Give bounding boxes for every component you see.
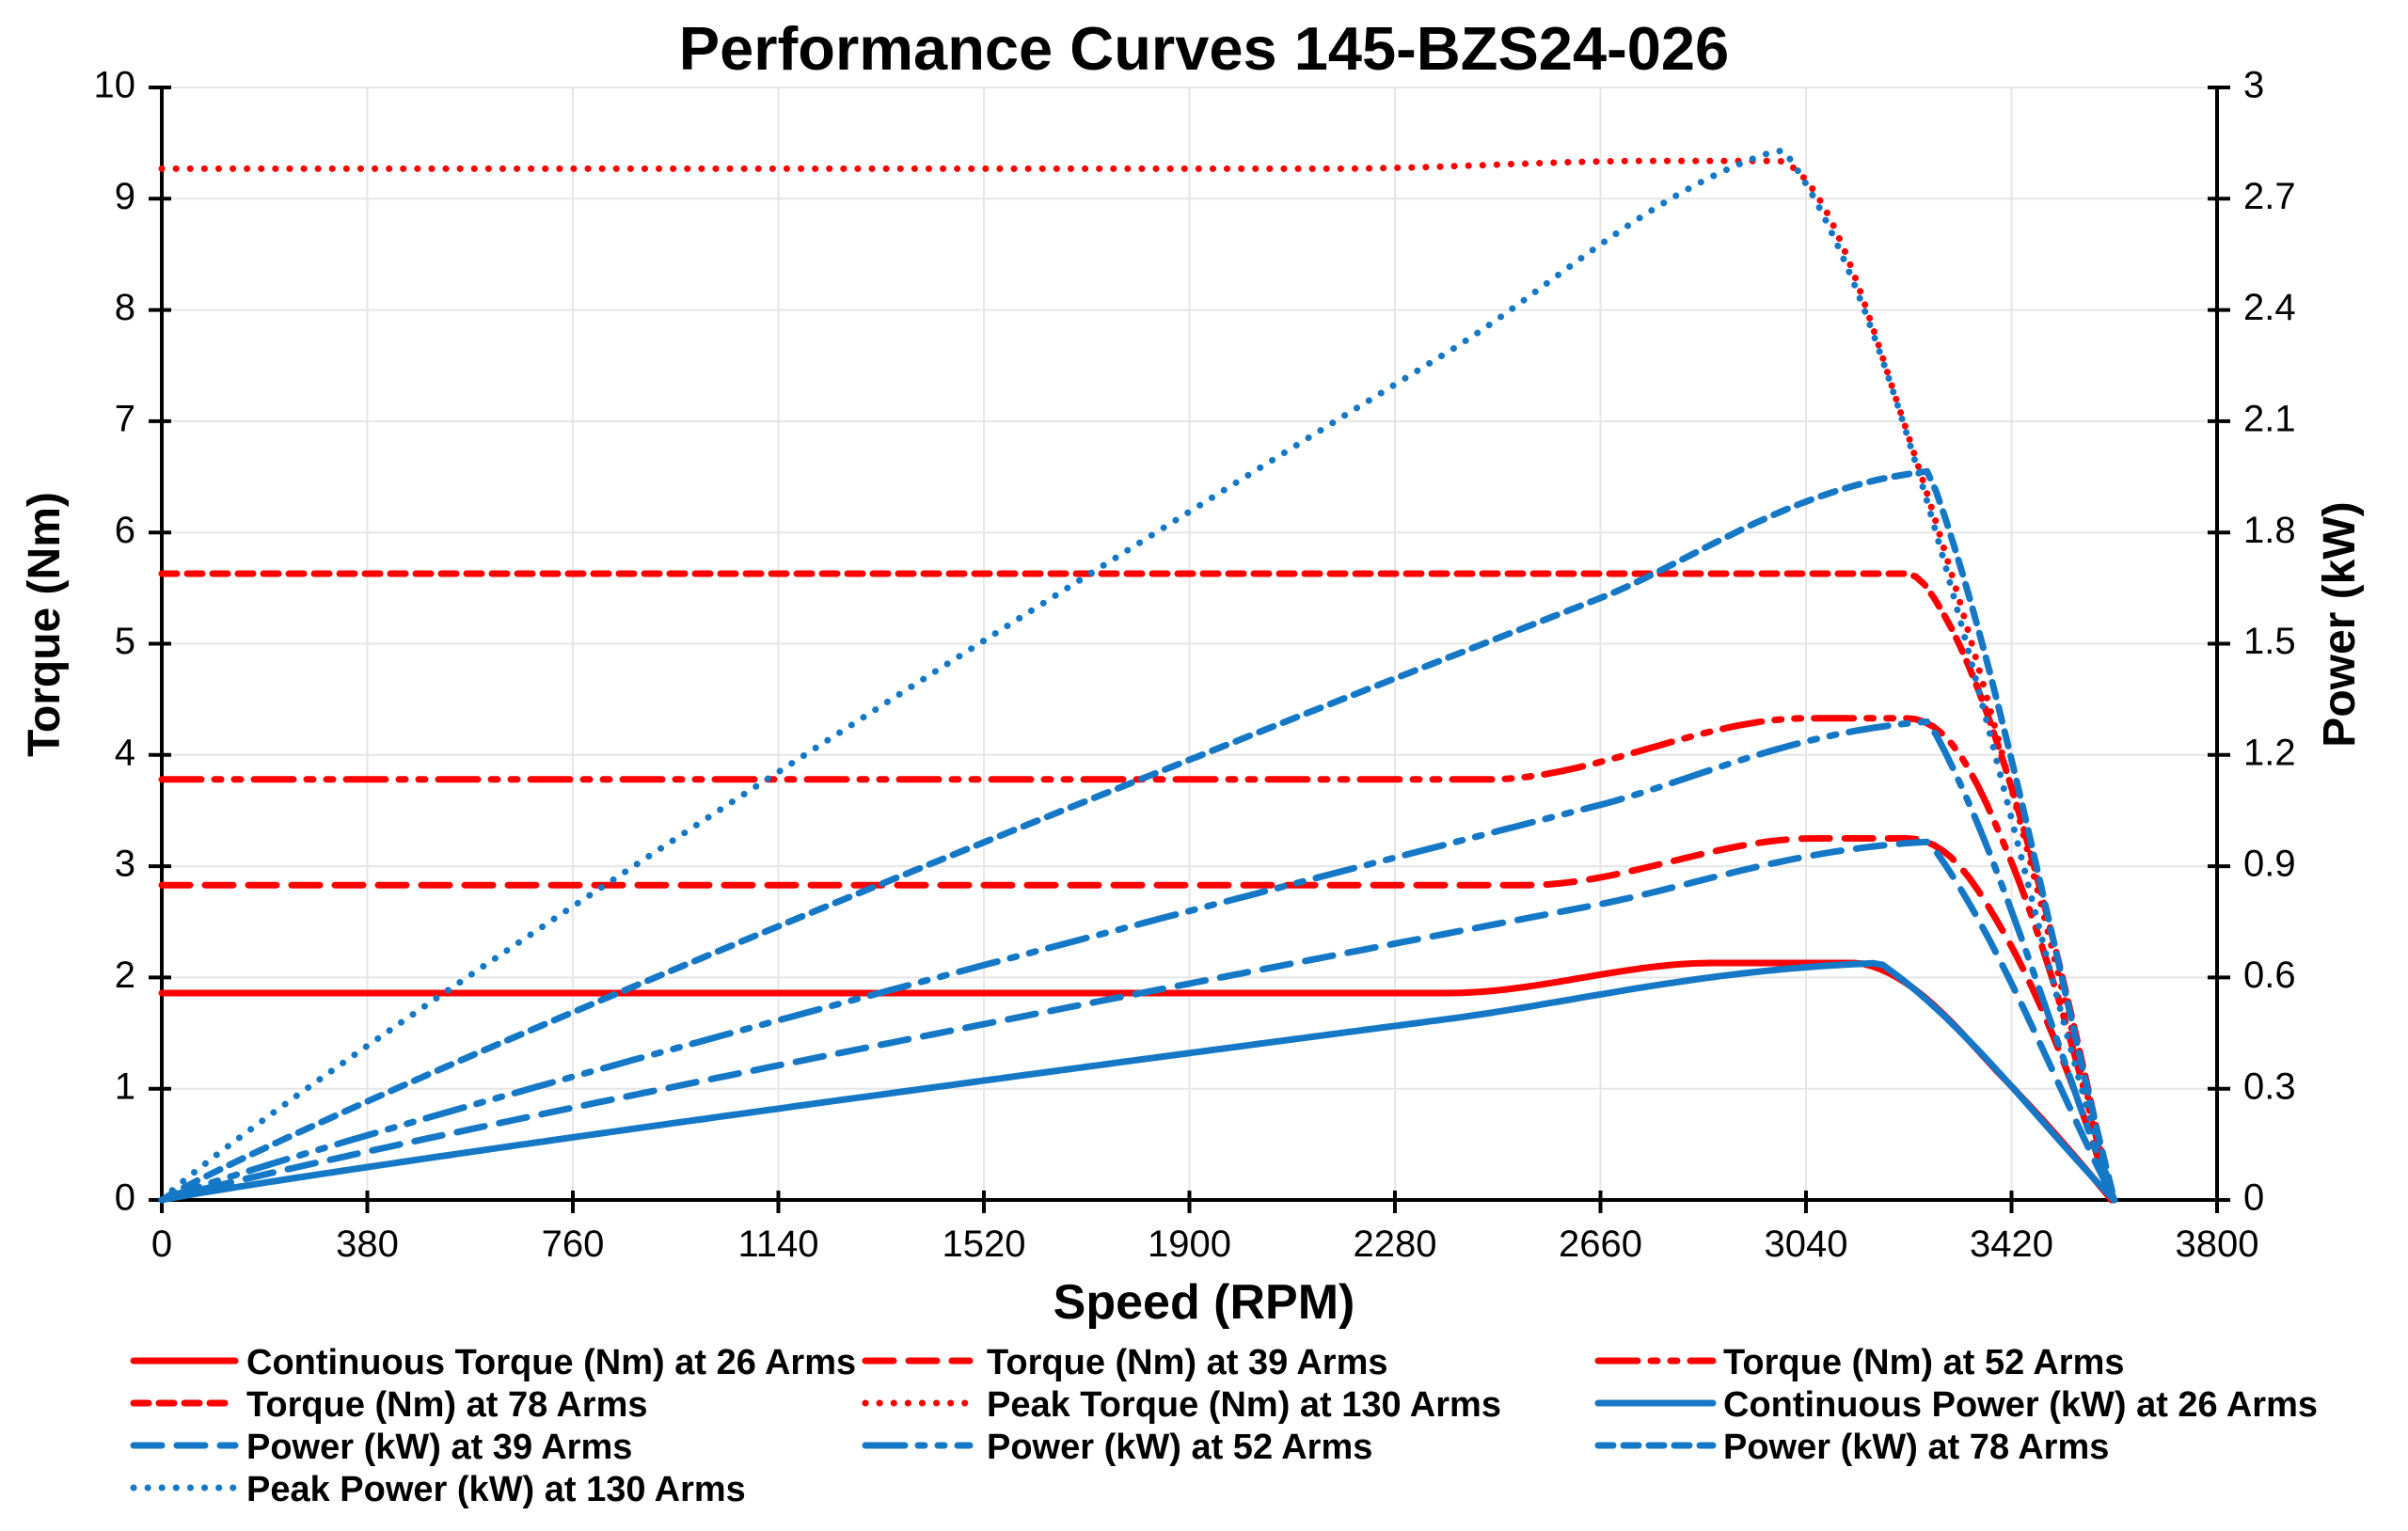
svg-text:Power (kW) at 52 Arms: Power (kW) at 52 Arms — [987, 1428, 1372, 1467]
svg-text:2.7: 2.7 — [2243, 176, 2296, 217]
svg-text:2.1: 2.1 — [2243, 398, 2296, 439]
svg-text:4: 4 — [115, 732, 135, 773]
svg-text:1: 1 — [115, 1065, 135, 1107]
svg-text:Continuous Torque (Nm) at 26 A: Continuous Torque (Nm) at 26 Arms — [246, 1343, 856, 1382]
svg-text:1.2: 1.2 — [2243, 732, 2296, 773]
svg-text:Power (kW) at 78 Arms: Power (kW) at 78 Arms — [1723, 1428, 2109, 1467]
svg-text:1.5: 1.5 — [2243, 621, 2296, 662]
svg-text:3800: 3800 — [2176, 1223, 2259, 1265]
svg-text:0.3: 0.3 — [2243, 1065, 2296, 1107]
svg-text:1520: 1520 — [943, 1223, 1026, 1265]
svg-text:0.6: 0.6 — [2243, 955, 2296, 996]
svg-text:7: 7 — [115, 398, 135, 439]
svg-text:1140: 1140 — [737, 1223, 818, 1265]
svg-text:0: 0 — [115, 1177, 135, 1219]
svg-text:2.4: 2.4 — [2243, 287, 2296, 328]
svg-text:0.9: 0.9 — [2243, 844, 2296, 885]
svg-text:6: 6 — [115, 510, 135, 551]
svg-text:Torque (Nm) at 78 Arms: Torque (Nm) at 78 Arms — [246, 1385, 648, 1425]
svg-text:Torque (Nm) at 39 Arms: Torque (Nm) at 39 Arms — [987, 1343, 1388, 1382]
svg-text:5: 5 — [115, 621, 135, 662]
svg-text:0: 0 — [2243, 1177, 2264, 1219]
svg-text:760: 760 — [542, 1223, 605, 1265]
svg-text:2: 2 — [115, 955, 135, 996]
svg-text:2280: 2280 — [1354, 1223, 1437, 1265]
svg-text:0: 0 — [151, 1223, 172, 1265]
svg-text:1900: 1900 — [1148, 1223, 1231, 1265]
svg-text:8: 8 — [115, 287, 135, 328]
svg-text:Peak Power (kW) at 130 Arms: Peak Power (kW) at 130 Arms — [246, 1470, 746, 1509]
svg-text:Power (kW) at 39 Arms: Power (kW) at 39 Arms — [246, 1428, 632, 1467]
svg-text:9: 9 — [115, 176, 135, 217]
svg-text:3040: 3040 — [1765, 1223, 1848, 1265]
svg-text:2660: 2660 — [1559, 1223, 1642, 1265]
svg-text:Torque (Nm) at 52 Arms: Torque (Nm) at 52 Arms — [1723, 1343, 2125, 1382]
svg-text:3420: 3420 — [1970, 1223, 2053, 1265]
svg-text:1.8: 1.8 — [2243, 510, 2296, 551]
svg-text:Peak Torque (Nm) at 130 Arms: Peak Torque (Nm) at 130 Arms — [987, 1385, 1501, 1425]
svg-text:Continuous Power (kW) at 26 Ar: Continuous Power (kW) at 26 Arms — [1723, 1385, 2318, 1425]
svg-text:380: 380 — [336, 1223, 399, 1265]
svg-text:3: 3 — [115, 844, 135, 885]
